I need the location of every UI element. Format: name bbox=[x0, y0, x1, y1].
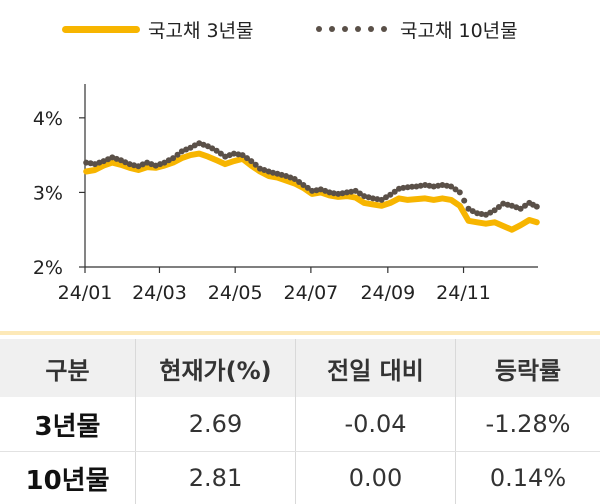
x-tick-label: 24/09 bbox=[360, 282, 415, 304]
table-header-row: 구분 현재가(%) 전일 대비 등락률 bbox=[0, 339, 600, 397]
series-10y-point bbox=[356, 190, 363, 197]
series-10y-point bbox=[383, 194, 389, 201]
series-10y-point bbox=[296, 179, 303, 185]
x-tick-label: 24/11 bbox=[436, 282, 491, 304]
series-10y-point bbox=[291, 176, 298, 182]
legend-item-10y: 국고채 10년물 bbox=[314, 14, 518, 44]
series-10y-point bbox=[491, 207, 498, 214]
series-10y-point bbox=[522, 202, 528, 209]
series-10y-point bbox=[517, 205, 524, 212]
table-row: 3년물 2.69 -0.04 -1.28% bbox=[0, 397, 600, 451]
series-10y-point bbox=[461, 197, 468, 204]
series-10y-point bbox=[174, 151, 181, 158]
series-10y-point bbox=[387, 191, 394, 198]
series-10y-point bbox=[391, 188, 398, 195]
table-header-cell: 현재가(%) bbox=[135, 339, 295, 397]
legend-swatch-3y bbox=[62, 25, 140, 33]
legend-item-3y: 국고채 3년물 bbox=[62, 14, 254, 44]
x-tick-label: 24/03 bbox=[132, 282, 187, 304]
table-cell: 0.00 bbox=[295, 452, 455, 504]
table-header-cell: 전일 대비 bbox=[295, 339, 455, 397]
yield-table: 구분 현재가(%) 전일 대비 등락률 3년물 2.69 -0.04 -1.28… bbox=[0, 331, 600, 504]
legend-swatch-10y bbox=[316, 26, 387, 32]
series-10y-point bbox=[409, 183, 415, 190]
table-header-cell: 등락률 bbox=[455, 339, 600, 397]
series-10y-point bbox=[417, 182, 424, 189]
series-10y-point bbox=[217, 150, 224, 157]
y-tick-label: 3% bbox=[33, 182, 63, 204]
series-10y-point bbox=[404, 184, 411, 191]
yield-line-chart: 2% 3% 4% 24/01 24/03 24/05 24/07 24/09 24/11 bbox=[33, 84, 540, 304]
series-10y-point bbox=[209, 145, 216, 152]
series-10y-point bbox=[487, 209, 494, 216]
series-10y-point bbox=[439, 182, 446, 188]
series-10y-point bbox=[533, 203, 540, 210]
x-tick-label: 24/01 bbox=[58, 282, 113, 304]
x-tick-label: 24/07 bbox=[283, 282, 338, 304]
table-cell: -0.04 bbox=[295, 397, 455, 451]
series-10y-point bbox=[448, 183, 455, 190]
legend-label-3y: 국고채 3년물 bbox=[148, 19, 254, 42]
table-cell-label: 10년물 bbox=[25, 465, 110, 496]
y-tick-label: 2% bbox=[33, 257, 63, 279]
series-10y-point bbox=[309, 187, 316, 194]
series-10y-point bbox=[378, 196, 385, 203]
table-cell-label: 3년물 bbox=[34, 411, 101, 442]
table-row-divider bbox=[0, 451, 600, 452]
table-row: 10년물 2.81 0.00 0.14% bbox=[0, 452, 600, 504]
table-header-cell: 구분 bbox=[45, 356, 90, 385]
chart-legend: 국고채 3년물 국고채 10년물 bbox=[0, 0, 600, 64]
series-10y-point bbox=[495, 204, 502, 210]
series-10y-point bbox=[244, 155, 250, 162]
series-10y-point bbox=[352, 187, 359, 194]
series-10y-point bbox=[304, 184, 311, 191]
x-tick-label: 24/05 bbox=[208, 282, 263, 304]
series-10y-point bbox=[369, 195, 376, 202]
table-top-rule bbox=[0, 331, 600, 335]
table-cell: -1.28% bbox=[455, 397, 600, 451]
series-10y-point bbox=[300, 182, 307, 188]
table-cell: 2.81 bbox=[135, 452, 295, 504]
series-10y-point bbox=[400, 184, 407, 191]
table-cell: 2.69 bbox=[135, 397, 295, 451]
table-cell: 0.14% bbox=[455, 452, 600, 504]
legend-label-10y: 국고채 10년물 bbox=[400, 19, 518, 42]
series-10y-point bbox=[239, 152, 246, 159]
series-10y-point bbox=[170, 155, 177, 162]
series-10y-point bbox=[161, 159, 168, 166]
series-10y-point bbox=[248, 158, 255, 165]
series-10y-point bbox=[252, 161, 259, 168]
y-tick-label: 4% bbox=[33, 108, 63, 130]
series-10y-point bbox=[452, 186, 459, 193]
series-10y-point bbox=[456, 189, 463, 196]
series-10y-point bbox=[213, 147, 220, 154]
series-10y-point bbox=[330, 190, 337, 197]
series-10y-point bbox=[83, 159, 90, 166]
